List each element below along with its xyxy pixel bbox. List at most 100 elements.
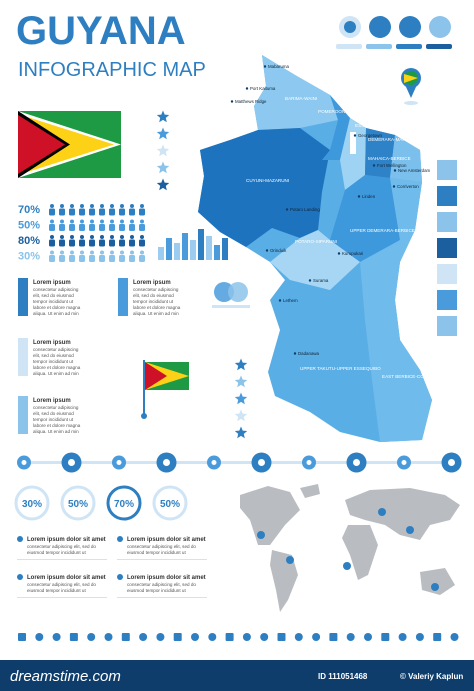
person-icon [70,235,74,239]
timeline-glyph [116,460,122,465]
person-icon [59,208,65,216]
person-icon [119,255,125,262]
person-icon [109,224,115,231]
city-label: Linden [362,194,376,199]
star-icon [156,178,170,191]
person-icon [139,255,145,262]
person-icon [140,219,144,224]
region-label: DEMERARA-MAHAICA [368,137,417,142]
list-bullet [17,574,23,580]
footer-site: dreamstime.com [10,668,121,685]
small-icon [52,633,61,641]
person-icon [109,255,115,262]
person-icon [50,219,54,224]
region-label: UPPER TAKUTU-UPPER ESSEQUIBO [300,366,381,371]
city-dot [337,252,341,255]
people-stat: 30% [18,251,40,263]
block-line: consectetur adipiscing [33,405,79,410]
person-icon [99,255,105,262]
small-icon [242,633,251,641]
block-title: Lorem ipsum [33,280,71,286]
list-line: consectetur adipiscing elit, sed do [27,582,96,587]
person-icon [60,219,64,224]
timeline-glyph [353,459,360,466]
star-column [234,358,248,439]
block-marker [18,278,28,316]
person-icon [90,235,94,239]
star-icon [156,110,170,123]
small-icon [260,633,269,641]
stat-label: 50% [68,499,88,510]
person-icon [59,255,65,262]
footer-bar [0,660,474,691]
city-label: Surama [313,278,329,283]
region-label: POMEROON-SUPENAAM [318,109,373,114]
block-line: elit, sed do eiusmod [33,353,74,358]
block-line: aliqua. Ut enim ad min [33,311,79,316]
person-icon [119,208,125,216]
block-marker [18,338,28,376]
star-icon [234,392,248,405]
footer-id: ID 111051468 [318,672,368,681]
list-bullet [117,536,123,542]
city-dot [308,279,312,282]
world-map [240,484,460,612]
block-line: labore et dolore magna [133,305,181,310]
block-title: Lorem ipsum [133,280,171,286]
person-icon [120,250,124,255]
block-line: consectetur adipiscing [133,287,179,292]
city-label: Port Kaituma [250,86,276,91]
list-title: Lorem ipsum dolor sit amet [127,575,206,581]
small-icon [346,633,355,641]
person-icon [119,239,125,247]
city-dot [278,299,282,302]
person-icon [140,235,144,239]
person-icon [139,208,145,216]
star-icon [234,358,248,371]
list-rule [117,559,207,560]
region-label: ESSEQUIBO ISLANDS-WEST DEMERARA [355,123,446,128]
person-icon [130,250,134,255]
list-line: eiusmod tempor incididunt ut [27,550,86,555]
block-line: labore et dolore magna [33,423,81,428]
person-icon [79,239,85,247]
city-dot [353,134,357,137]
small-icon [18,633,26,641]
person-icon [100,250,104,255]
person-icon [129,224,135,231]
list-bullet [17,536,23,542]
timeline-glyph [448,459,455,466]
block-line: tempor incididunt ut [33,417,74,422]
decorative-bars [158,229,228,260]
person-icon [119,224,125,231]
city-dot [230,100,234,103]
city-label: Potaro Landing [290,207,320,212]
person-icon [129,239,135,247]
city-label: Lethem [283,298,298,303]
person-icon [60,204,64,208]
person-icon [89,224,95,231]
block-title: Lorem ipsum [33,340,71,346]
small-icon [312,633,321,641]
map-labels: Mabaruma Port Kaituma BARIMA-WAINI Matthews… [230,64,446,379]
person-icon [49,208,55,216]
city-dot [265,249,269,252]
person-icon [99,224,105,231]
person-icon [129,255,135,262]
list-line: eiusmod tempor incididunt ut [27,588,86,593]
small-icon [69,633,78,641]
list-items: Lorem ipsum dolor sit amet consectetur ad… [17,536,207,598]
small-icon [191,633,199,641]
region-label: BARIMA-WAINI [285,96,317,101]
list-line: eiusmod tempor incididunt ut [127,588,186,593]
small-icon [208,633,217,641]
person-icon [59,239,65,247]
flag [18,111,121,178]
person-icon [100,204,104,208]
person-icon [50,235,54,239]
person-icon [139,239,145,247]
block-line: elit, sed do eiusmod [33,411,74,416]
person-icon [70,250,74,255]
block-line: tempor incididunt ut [33,359,74,364]
